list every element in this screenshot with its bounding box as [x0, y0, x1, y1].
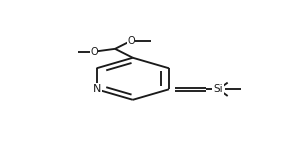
Text: Si: Si: [213, 84, 223, 94]
Text: O: O: [91, 47, 98, 57]
Text: N: N: [92, 84, 101, 94]
Text: O: O: [127, 36, 135, 46]
